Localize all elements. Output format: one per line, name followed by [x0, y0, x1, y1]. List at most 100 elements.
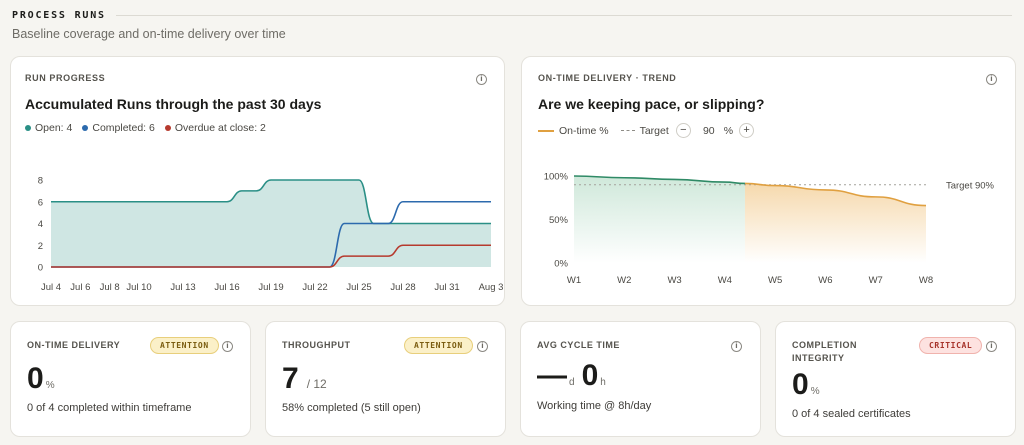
y-tick-label: 100% [544, 172, 569, 183]
x-tick-label: W6 [818, 275, 832, 286]
status-badge: ATTENTION [404, 337, 473, 354]
legend-dot [82, 125, 89, 131]
ontime-projected-line [744, 182, 927, 207]
x-tick-label: W7 [869, 275, 883, 286]
run-progress-legend: Open: 4 Completed: 6 Overdue at close: 2 [25, 122, 266, 134]
x-tick-label: Jul 10 [126, 282, 151, 293]
legend-item-open: Open: 4 [25, 122, 72, 134]
value-number: 0 [792, 368, 809, 401]
value-hours: 0 [581, 359, 599, 392]
kpi-ontime-card: ON-TIME DELIVERY ATTENTION i 0% 0 of 4 c… [10, 321, 251, 437]
target-line-swatch [620, 130, 635, 131]
run-progress-label: RUN PROGRESS [25, 73, 106, 83]
x-tick-label: W5 [768, 275, 782, 286]
section-divider [115, 14, 1012, 16]
x-tick-label: W4 [718, 275, 732, 286]
kpi-throughput-note: 58% completed (5 still open) [282, 402, 421, 414]
x-tick-label: W1 [567, 275, 581, 286]
ontime-trend-card: ON-TIME DELIVERY · TREND i Are we keepin… [521, 56, 1016, 306]
unit-days: d [569, 377, 575, 388]
kpi-throughput-value: 7 / 12 [282, 362, 327, 396]
unit-hours: h [600, 377, 606, 388]
projected-area-fill [744, 183, 926, 263]
kpi-cycle-note: Working time @ 8h/day [537, 400, 652, 412]
target-value[interactable]: 90 [702, 124, 715, 137]
kpi-ontime-label: ON-TIME DELIVERY [27, 340, 121, 350]
info-icon[interactable]: i [222, 341, 233, 352]
x-tick-label: Aug 3 [479, 282, 504, 293]
kpi-ontime-value: 0% [27, 362, 55, 396]
ontime-trend-chart: Target 90% 0% 50% 100% W1 W2 W3 W4 W5 W6 W7 W8 [544, 172, 995, 287]
x-tick-label: Jul 6 [70, 282, 90, 293]
ontime-actual-line [573, 175, 745, 185]
overdue-series-line [51, 244, 491, 268]
value-days: — [537, 359, 567, 392]
info-icon[interactable]: i [986, 341, 997, 352]
run-progress-card: RUN PROGRESS i Accumulated Runs through … [10, 56, 505, 306]
x-tick-label: Jul 25 [346, 282, 371, 293]
completed-series-line [51, 200, 491, 268]
value-denominator: / 12 [306, 377, 327, 391]
trend-title: Are we keeping pace, or slipping? [538, 96, 765, 112]
value-unit: % [45, 380, 55, 391]
value-number: 7 [282, 362, 299, 395]
status-badge: CRITICAL [919, 337, 983, 354]
trend-legend: On-time % Target − 90 % + [538, 123, 761, 138]
y-tick-label: 0% [554, 259, 568, 270]
y-tick-label: 4 [38, 219, 43, 230]
kpi-throughput-label: THROUGHPUT [282, 340, 351, 350]
run-progress-chart: 0 2 4 6 8 Jul 4 Jul 6 Jul 8 Jul 10 Jul 13 Jul 16 Ju… [38, 176, 504, 294]
info-icon[interactable]: i [476, 74, 487, 85]
y-tick-label: 2 [38, 241, 43, 252]
run-progress-title: Accumulated Runs through the past 30 day… [25, 96, 322, 112]
section-title: PROCESS RUNS [12, 9, 106, 21]
x-tick-label: Jul 19 [258, 282, 283, 293]
legend-target-label: Target [639, 124, 669, 137]
section-header: PROCESS RUNS Baseline coverage and on-ti… [12, 8, 1012, 41]
x-tick-label: Jul 8 [100, 282, 120, 293]
kpi-integrity-label: COMPLETION INTEGRITY [792, 340, 857, 363]
legend-ontime-label: On-time % [559, 124, 609, 137]
x-tick-label: W8 [919, 275, 933, 286]
legend-dot [164, 125, 171, 131]
x-tick-label: Jul 31 [434, 282, 459, 293]
x-tick-label: Jul 16 [214, 282, 239, 293]
legend-dot [25, 125, 31, 131]
y-tick-label: 0 [38, 263, 43, 274]
value-unit: % [810, 386, 820, 397]
info-icon[interactable]: i [986, 74, 997, 85]
kpi-ontime-note: 0 of 4 completed within timeframe [27, 402, 192, 414]
value-number: 0 [27, 362, 44, 395]
target-decrement-button[interactable]: − [675, 123, 691, 138]
target-increment-button[interactable]: + [739, 123, 755, 138]
kpi-integrity-card: COMPLETION INTEGRITY CRITICAL i 0% 0 of … [775, 321, 1016, 437]
x-tick-label: Jul 22 [302, 282, 327, 293]
x-tick-label: Jul 13 [170, 282, 195, 293]
info-icon[interactable]: i [731, 341, 742, 352]
target-unit: % [723, 124, 734, 137]
target-annotation: Target 90% [946, 181, 995, 192]
x-tick-label: W3 [667, 275, 681, 286]
trend-label: ON-TIME DELIVERY · TREND [538, 73, 677, 83]
info-icon[interactable]: i [477, 341, 488, 352]
ontime-line-swatch [538, 129, 554, 132]
y-tick-label: 8 [38, 176, 43, 187]
legend-label: Overdue at close: 2 [174, 122, 266, 134]
section-subtitle: Baseline coverage and on-time delivery o… [12, 27, 286, 41]
x-tick-label: Jul 28 [390, 282, 415, 293]
open-series-line [51, 179, 491, 225]
x-tick-label: Jul 4 [41, 282, 61, 293]
legend-label: Completed: 6 [92, 122, 155, 134]
kpi-throughput-card: THROUGHPUT ATTENTION i 7 / 12 58% complet… [265, 321, 506, 437]
legend-item-overdue: Overdue at close: 2 [164, 122, 266, 134]
kpi-cycle-label: AVG CYCLE TIME [537, 340, 620, 350]
kpi-integrity-value: 0% [792, 368, 820, 402]
y-tick-label: 50% [549, 215, 569, 226]
kpi-integrity-note: 0 of 4 sealed certificates [792, 408, 911, 420]
legend-label: Open: 4 [35, 122, 73, 134]
actual-area-fill [574, 176, 745, 263]
y-tick-label: 6 [38, 197, 43, 208]
status-badge: ATTENTION [150, 337, 219, 354]
